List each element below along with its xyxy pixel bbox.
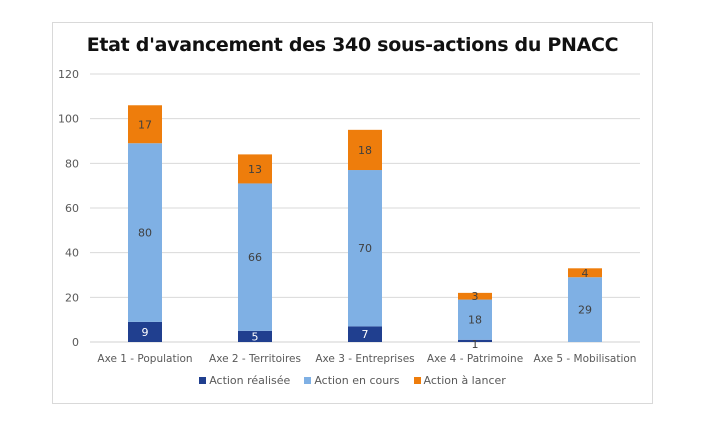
- bar-segment: [348, 326, 382, 342]
- bar-segment: [348, 129, 382, 171]
- data-label: 18: [468, 314, 482, 327]
- data-label: 18: [358, 144, 372, 157]
- data-label: 80: [138, 227, 152, 240]
- data-label: 70: [358, 242, 372, 255]
- data-label: 9: [142, 326, 149, 339]
- y-tick-label: 20: [65, 291, 79, 304]
- bar-segment: [458, 292, 492, 300]
- data-label: 7: [362, 328, 369, 341]
- bar-segment: [348, 170, 382, 327]
- y-tick-label: 80: [65, 157, 79, 170]
- chart-legend: Action réalisée Action en cours Action à l…: [0, 374, 705, 387]
- bar-segment: [238, 330, 272, 342]
- bar-segment: [458, 339, 492, 342]
- x-tick-label: Axe 5 - Mobilisation: [534, 353, 637, 365]
- legend-swatch: [413, 377, 421, 384]
- legend-item: Action en cours: [304, 374, 400, 387]
- x-tick-label: Axe 2 - Territoires: [209, 353, 301, 365]
- legend-swatch: [199, 377, 207, 384]
- y-tick-label: 100: [58, 113, 79, 126]
- y-tick-label: 120: [58, 68, 79, 81]
- data-label: 29: [578, 304, 592, 317]
- data-label: 3: [472, 290, 479, 303]
- bar-segment: [238, 154, 272, 184]
- legend-label: Action à lancer: [423, 374, 506, 387]
- bar-segment: [128, 143, 162, 322]
- data-label: 13: [248, 163, 262, 176]
- data-label: 17: [138, 118, 152, 131]
- y-tick-label: 60: [65, 202, 79, 215]
- y-tick-label: 0: [72, 336, 79, 349]
- x-tick-label: Axe 1 - Population: [97, 353, 192, 365]
- legend-item: Action à lancer: [413, 374, 506, 387]
- legend-item: Action réalisée: [199, 374, 290, 387]
- legend-label: Action réalisée: [209, 374, 291, 387]
- y-tick-label: 40: [65, 247, 79, 260]
- data-label: 66: [248, 251, 262, 264]
- x-tick-label: Axe 4 - Patrimoine: [427, 353, 523, 365]
- bar-segment: [238, 183, 272, 331]
- data-label: 4: [582, 267, 589, 280]
- bar-segment: [568, 268, 602, 278]
- bar-segment: [128, 105, 162, 144]
- data-label: 1: [472, 338, 479, 351]
- bar-segment: [128, 321, 162, 342]
- x-tick-label: Axe 3 - Entreprises: [315, 353, 414, 365]
- bar-segment: [568, 277, 602, 342]
- legend-swatch: [304, 377, 312, 384]
- chart-title: Etat d'avancement des 340 sous-actions d…: [86, 34, 619, 56]
- legend-label: Action en cours: [314, 374, 400, 387]
- data-label: 5: [252, 330, 259, 343]
- bar-segment: [458, 299, 492, 340]
